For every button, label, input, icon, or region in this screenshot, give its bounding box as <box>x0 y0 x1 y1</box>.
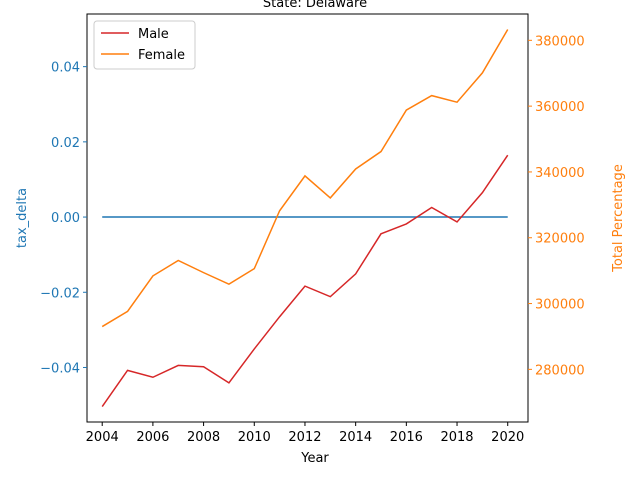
x-axis-label: Year <box>300 451 329 466</box>
chart-title: State: Delaware <box>263 0 367 11</box>
x-tick-label: 2018 <box>440 430 473 445</box>
left-y-tick-label: −0.04 <box>40 361 80 376</box>
right-y-tick-label: 360000 <box>535 100 585 115</box>
x-tick-label: 2020 <box>491 430 524 445</box>
x-tick-label: 2010 <box>238 430 271 445</box>
right-y-axis-label: Total Percentage <box>611 164 626 273</box>
x-tick-label: 2016 <box>390 430 423 445</box>
left-y-axis-label: tax_delta <box>15 188 30 248</box>
right-y-tick-label: 380000 <box>535 34 585 49</box>
series-line-female <box>101 29 509 328</box>
series-line-male <box>101 154 509 407</box>
x-tick-label: 2014 <box>339 430 372 445</box>
right-y-tick-label: 300000 <box>535 298 585 313</box>
right-y-tick-label: 340000 <box>535 166 585 181</box>
right-y-axis: 280000 300000 320000 340000 360000 380000 <box>528 34 585 378</box>
left-y-tick-label: 0.04 <box>51 61 80 76</box>
right-y-tick-label: 280000 <box>535 363 585 378</box>
legend-label-female: Female <box>138 48 185 63</box>
right-y-tick-label: 320000 <box>535 232 585 247</box>
left-y-axis: −0.04 −0.02 0.00 0.02 0.04 <box>40 61 87 376</box>
left-y-tick-label: 0.02 <box>51 136 80 151</box>
x-axis: 2004 2006 2008 2010 2012 2014 2016 2018 2020 <box>86 422 524 445</box>
x-tick-label: 2004 <box>86 430 119 445</box>
left-y-tick-label: 0.00 <box>51 211 80 226</box>
legend: Male Female <box>93 20 196 70</box>
x-tick-label: 2008 <box>187 430 220 445</box>
plot-frame <box>86 13 529 423</box>
plot-area <box>86 13 529 423</box>
left-y-tick-label: −0.02 <box>40 286 80 301</box>
x-tick-label: 2012 <box>288 430 321 445</box>
x-tick-label: 2006 <box>136 430 169 445</box>
series-layer <box>101 29 509 407</box>
legend-label-male: Male <box>138 27 169 42</box>
